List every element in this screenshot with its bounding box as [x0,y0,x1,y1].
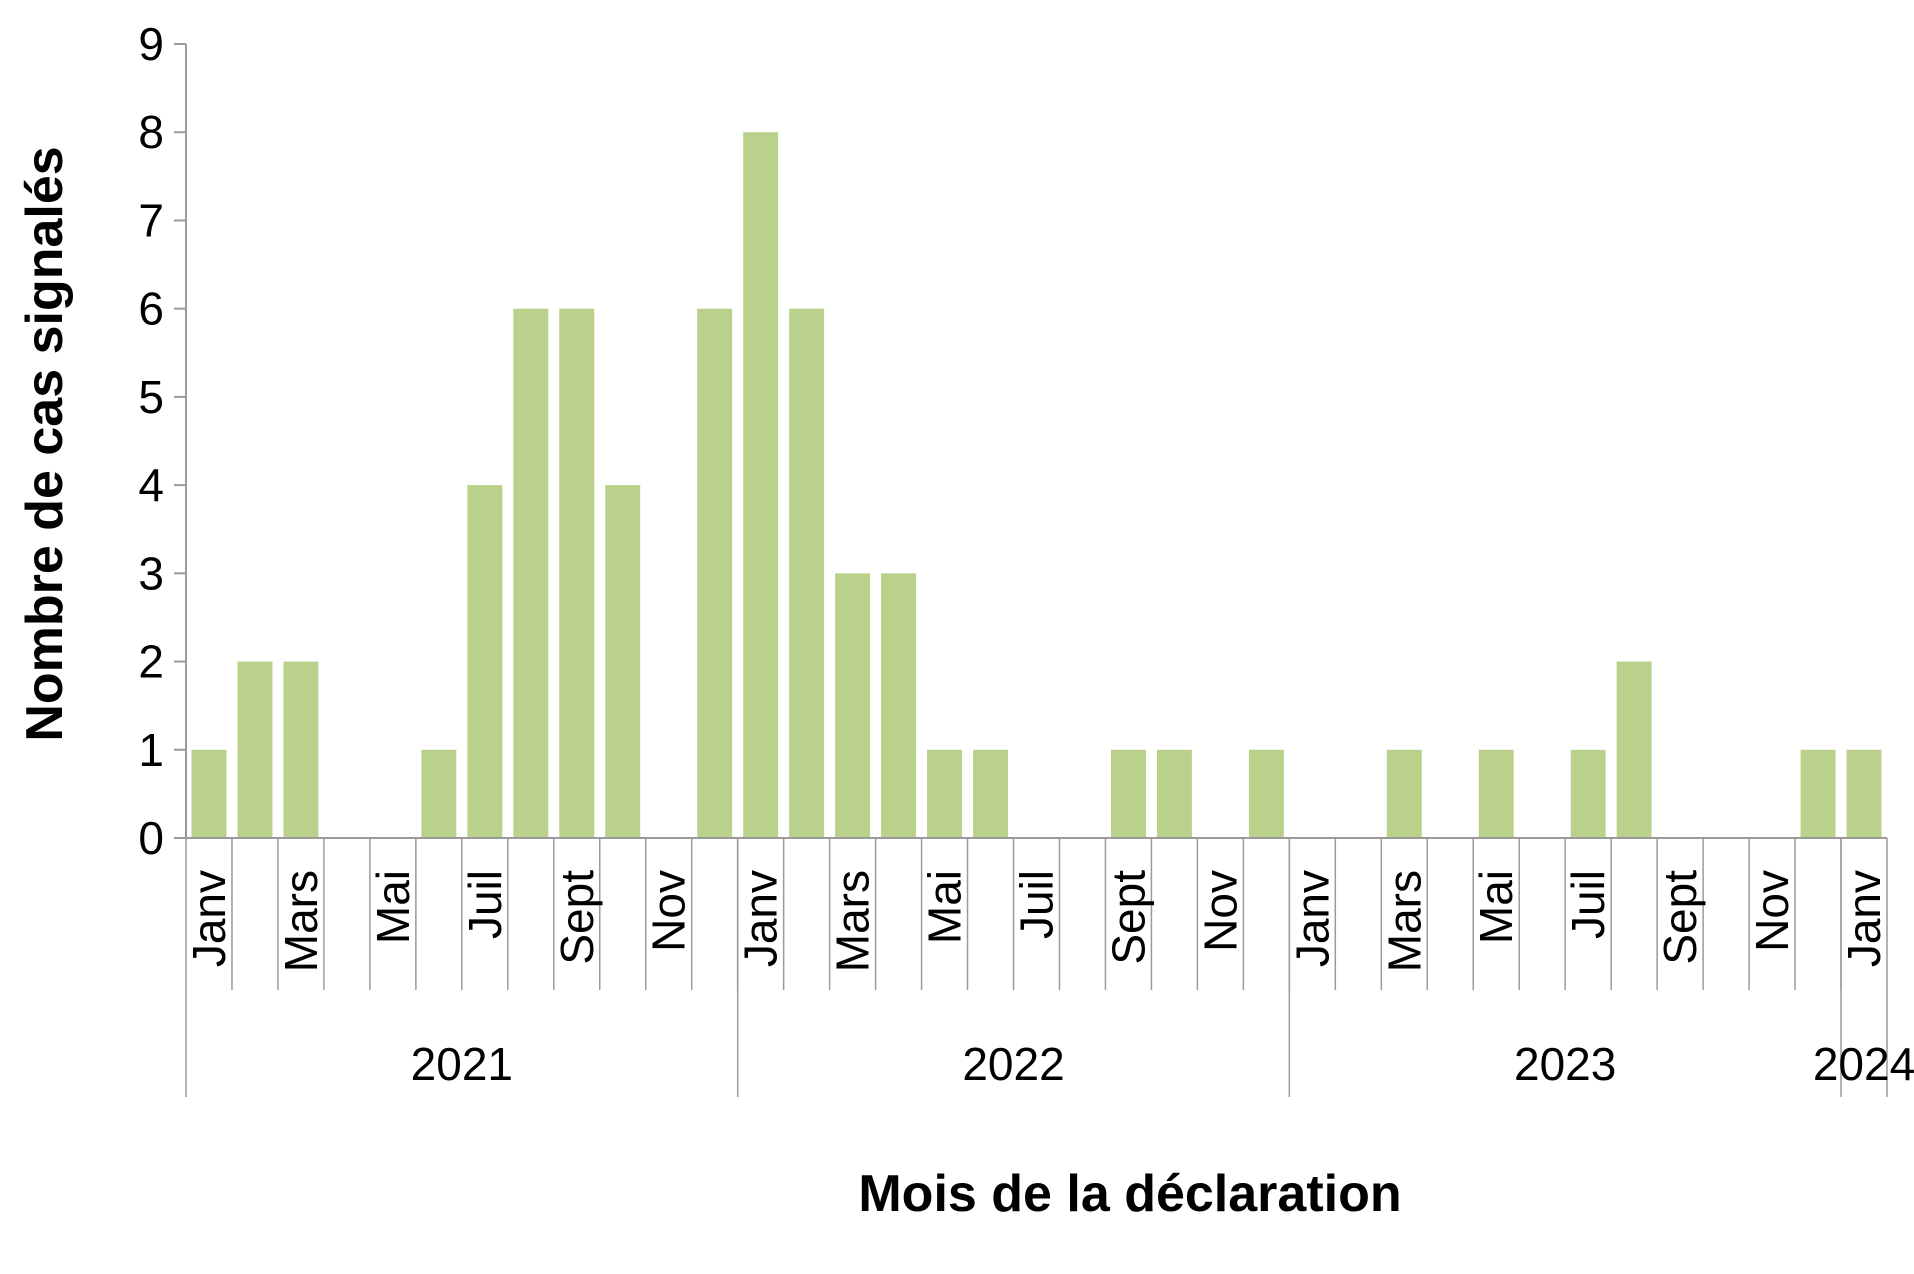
bar-3 [283,661,319,838]
x-month-label: Sept [1654,870,1706,965]
x-month-label: Janv [735,870,787,967]
bar-18 [973,749,1008,838]
bar-7 [467,485,503,838]
x-year-label: 2022 [962,1038,1064,1090]
x-month-label: Janv [1838,870,1890,967]
bar-10 [605,485,641,838]
x-month-label: Mars [275,870,327,972]
x-month-label: Janv [183,870,235,967]
bar-2 [237,661,273,838]
y-tick-label: 1 [138,724,164,776]
bar-22 [1156,749,1192,838]
bar-14 [789,308,825,838]
bar-36 [1800,749,1836,838]
y-tick-label: 3 [138,547,164,599]
y-tick-label: 9 [138,18,164,70]
labels-layer: 0 1 2 3 4 5 6 7 8 9 Janv Mars Mai Juil Sept Nov Janv Mars… [138,18,1914,1090]
bars-layer [191,132,1882,839]
y-tick-label: 6 [138,283,164,335]
bar-16 [881,573,917,838]
axes-layer [174,43,1888,1097]
bar-12 [697,308,733,838]
bar-13 [743,132,779,839]
y-tick-label: 8 [138,106,164,158]
x-year-label: 2024 [1813,1038,1914,1090]
bar-6 [421,749,457,838]
x-month-label: Nov [643,870,695,952]
x-month-label: Juil [1562,870,1614,939]
bar-17 [927,749,963,838]
bar-29 [1478,749,1514,838]
bar-9 [559,308,595,838]
y-tick-label: 0 [138,812,164,864]
x-month-label: Nov [1194,870,1246,952]
x-month-label: Mars [827,870,879,972]
x-month-label: Mars [1378,870,1430,972]
x-month-label: Janv [1286,870,1338,967]
x-month-label: Juil [1011,870,1063,939]
bar-15 [835,573,871,838]
bar-1 [191,749,227,838]
y-tick-label: 4 [138,459,164,511]
y-axis-title: Nombre de cas signalés [16,146,74,741]
bar-27 [1386,749,1422,838]
bar-21 [1110,749,1146,838]
x-month-label: Sept [551,870,603,965]
x-month-label: Nov [1746,870,1798,952]
y-tick-label: 5 [138,371,164,423]
bar-24 [1248,749,1284,838]
x-month-label: Sept [1102,870,1154,965]
bar-31 [1570,749,1606,838]
x-year-label: 2021 [411,1038,513,1090]
x-axis-title: Mois de la déclaration [858,1165,1401,1223]
x-month-label: Mai [367,870,419,944]
bar-32 [1616,661,1652,838]
bar-8 [513,308,549,838]
x-month-label: Mai [1470,870,1522,944]
x-year-label: 2023 [1514,1038,1616,1090]
x-month-label: Mai [919,870,971,944]
y-tick-label: 7 [138,194,164,246]
y-tick-label: 2 [138,636,164,688]
bar-37 [1846,749,1882,838]
x-month-label: Juil [459,870,511,939]
